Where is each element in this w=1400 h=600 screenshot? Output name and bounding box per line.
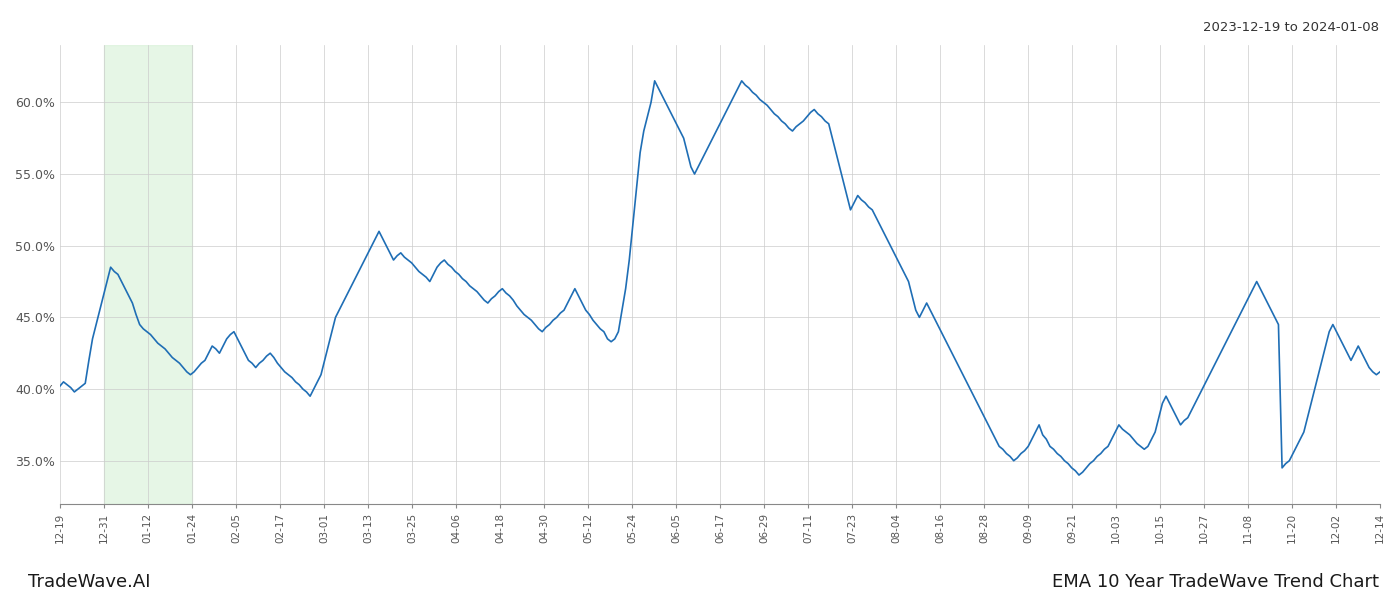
Text: 2023-12-19 to 2024-01-08: 2023-12-19 to 2024-01-08 bbox=[1203, 21, 1379, 34]
Text: TradeWave.AI: TradeWave.AI bbox=[28, 573, 151, 591]
Bar bbox=[104, 45, 192, 504]
Text: EMA 10 Year TradeWave Trend Chart: EMA 10 Year TradeWave Trend Chart bbox=[1051, 573, 1379, 591]
